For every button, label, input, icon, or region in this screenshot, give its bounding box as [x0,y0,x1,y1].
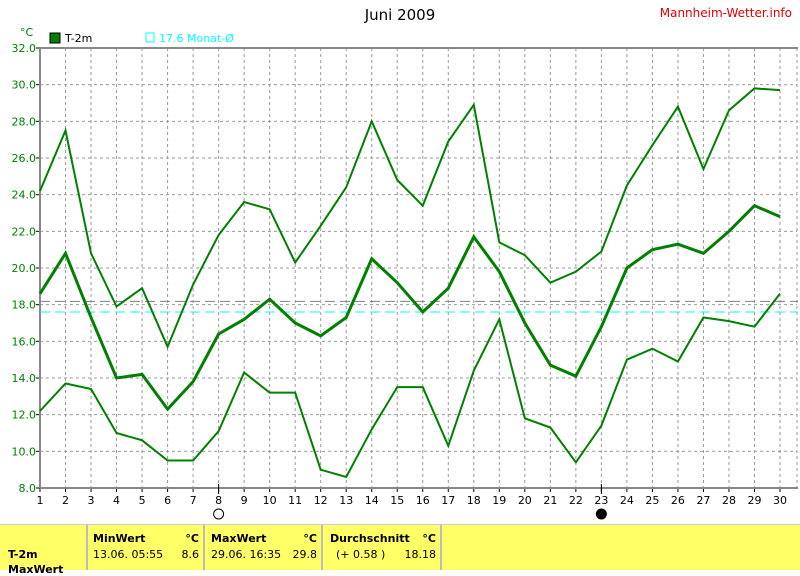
legend-swatch-avg [146,33,154,42]
legend-label-avg: 17.6 Monat-Ø [159,32,234,45]
max-time: 29.06. 16:35 [211,548,281,561]
y-tick-label: 28.0 [12,115,37,128]
x-tick-label: 20 [518,494,532,507]
avg-col: Durchschnitt °C (+ 0.58 ) 18.18 [323,525,442,570]
x-tick-label: 7 [190,494,197,507]
max-unit: °C [303,532,317,545]
legend-label-t2m: T-2m [64,32,92,45]
avg-value: 18.18 [405,548,437,561]
max-header: MaxWert [211,532,266,545]
x-tick-label: 5 [139,494,146,507]
y-tick-label: 16.0 [12,335,37,348]
y-tick-label: 10.0 [12,445,37,458]
x-tick-label: 26 [671,494,685,507]
max-value: 29.8 [293,548,318,561]
x-tick-label: 1 [37,494,44,507]
y-tick-label: 14.0 [12,372,37,385]
x-tick-label: 21 [543,494,557,507]
next-row-label: MaxWert [8,563,63,576]
y-tick-label: 24.0 [12,189,37,202]
x-tick-label: 28 [722,494,736,507]
y-tick-label: 18.0 [12,299,37,312]
x-tick-label: 29 [747,494,761,507]
min-unit: °C [185,532,199,545]
y-tick-label: 26.0 [12,152,37,165]
full-moon-icon [214,509,224,519]
x-tick-label: 9 [241,494,248,507]
stats-table: T-2m MaxWert MinWert °C 13.06. 05:55 8.6… [0,524,800,570]
y-axis-unit: °C [20,26,34,39]
y-tick-label: 20.0 [12,262,37,275]
x-tick-label: 16 [416,494,430,507]
min-header: MinWert [93,532,145,545]
y-tick-label: 8.0 [19,482,37,495]
legend-swatch-t2m [50,33,60,43]
min-time: 13.06. 05:55 [93,548,163,561]
x-tick-label: 2 [62,494,69,507]
row-label: T-2m [8,548,38,561]
x-tick-label: 23 [594,494,608,507]
x-tick-label: 4 [113,494,120,507]
x-tick-label: 18 [467,494,481,507]
row-label-col: T-2m MaxWert [0,525,88,570]
avg-unit: °C [422,532,436,545]
x-tick-label: 30 [773,494,787,507]
x-tick-label: 17 [441,494,455,507]
x-tick-label: 27 [696,494,710,507]
max-col: MaxWert °C 29.06. 16:35 29.8 [205,525,323,570]
min-value: 8.6 [182,548,200,561]
x-tick-label: 11 [288,494,302,507]
x-tick-label: 25 [645,494,659,507]
avg-header: Durchschnitt [330,532,410,545]
new-moon-icon [596,509,606,519]
min-col: MinWert °C 13.06. 05:55 8.6 [88,525,205,570]
x-tick-label: 24 [620,494,634,507]
x-tick-label: 12 [314,494,328,507]
x-tick-label: 13 [339,494,353,507]
x-tick-label: 3 [88,494,95,507]
x-tick-label: 8 [215,494,222,507]
x-tick-label: 10 [263,494,277,507]
series-line-0 [40,88,780,347]
temperature-chart: 8.0 10.0 12.0 14.0 16.0 18.0 20.0 22.0 24.0 26.0 2… [0,0,800,524]
y-tick-label: 12.0 [12,409,37,422]
avg-delta: (+ 0.58 ) [336,548,385,561]
y-tick-label: 22.0 [12,225,37,238]
x-tick-label: 22 [569,494,583,507]
x-tick-label: 6 [164,494,171,507]
x-tick-label: 14 [365,494,379,507]
x-tick-label: 19 [492,494,506,507]
y-tick-label: 30.0 [12,79,37,92]
y-tick-label: 32.0 [12,42,37,55]
x-tick-label: 15 [390,494,404,507]
